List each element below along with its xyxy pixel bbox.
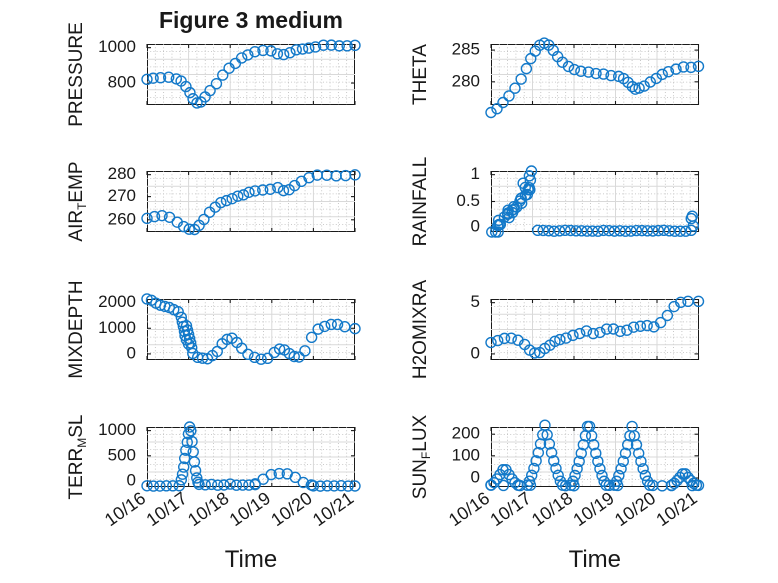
svg-text:10/19: 10/19 bbox=[226, 488, 274, 530]
svg-text:0: 0 bbox=[127, 343, 136, 362]
svg-text:10/18: 10/18 bbox=[184, 488, 232, 530]
svg-text:10/16: 10/16 bbox=[101, 488, 149, 530]
svg-text:280: 280 bbox=[452, 71, 480, 90]
svg-text:0: 0 bbox=[471, 467, 480, 486]
svg-text:270: 270 bbox=[108, 186, 136, 205]
svg-text:Time: Time bbox=[569, 546, 621, 573]
svg-text:0.5: 0.5 bbox=[456, 191, 480, 210]
svg-text:5: 5 bbox=[471, 292, 480, 311]
svg-text:THETA: THETA bbox=[410, 44, 431, 105]
svg-text:0: 0 bbox=[471, 217, 480, 236]
svg-text:RAINFALL: RAINFALL bbox=[410, 157, 431, 247]
svg-text:PRESSURE: PRESSURE bbox=[66, 22, 87, 127]
svg-text:SUNFLUX: SUNFLUX bbox=[410, 414, 433, 499]
svg-text:10/21: 10/21 bbox=[309, 488, 357, 530]
svg-text:H2OMIXRA: H2OMIXRA bbox=[410, 280, 431, 380]
svg-text:TERRMSL: TERRMSL bbox=[66, 415, 89, 500]
svg-text:10/17: 10/17 bbox=[143, 488, 191, 530]
svg-text:285: 285 bbox=[452, 40, 480, 59]
svg-text:10/17: 10/17 bbox=[486, 488, 534, 530]
svg-text:800: 800 bbox=[108, 72, 136, 91]
svg-text:10/18: 10/18 bbox=[528, 488, 576, 530]
svg-text:Figure 3 medium: Figure 3 medium bbox=[159, 7, 343, 33]
svg-text:500: 500 bbox=[108, 445, 136, 464]
svg-text:10/20: 10/20 bbox=[267, 488, 315, 530]
svg-text:200: 200 bbox=[452, 424, 480, 443]
svg-text:2000: 2000 bbox=[98, 292, 136, 311]
svg-text:1000: 1000 bbox=[98, 318, 136, 337]
svg-text:10/21: 10/21 bbox=[652, 488, 700, 530]
svg-text:1000: 1000 bbox=[98, 420, 136, 439]
svg-text:10/16: 10/16 bbox=[445, 488, 493, 530]
svg-text:10/20: 10/20 bbox=[611, 488, 659, 530]
svg-text:0: 0 bbox=[127, 470, 136, 489]
svg-text:Time: Time bbox=[225, 546, 277, 573]
svg-text:10/19: 10/19 bbox=[569, 488, 617, 530]
svg-text:1000: 1000 bbox=[98, 37, 136, 56]
svg-text:100: 100 bbox=[452, 445, 480, 464]
svg-text:260: 260 bbox=[108, 209, 136, 228]
svg-text:280: 280 bbox=[108, 164, 136, 183]
svg-text:MIXDEPTH: MIXDEPTH bbox=[66, 280, 87, 378]
svg-text:AIRTEMP: AIRTEMP bbox=[66, 161, 89, 241]
svg-text:1: 1 bbox=[471, 164, 480, 183]
svg-text:0: 0 bbox=[471, 343, 480, 362]
